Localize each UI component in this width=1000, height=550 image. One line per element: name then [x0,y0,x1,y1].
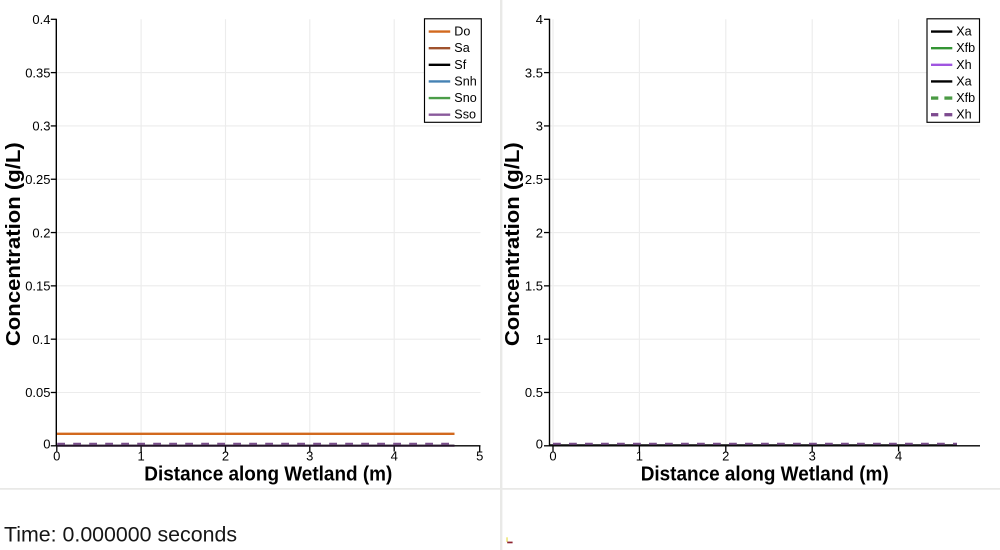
svg-text:Xh: Xh [956,108,971,122]
svg-text:4: 4 [895,449,902,464]
svg-text:3: 3 [809,449,816,464]
svg-text:Sf: Sf [454,58,466,72]
svg-text:Xa: Xa [956,74,971,88]
svg-text:1: 1 [636,449,643,464]
svg-text:Sa: Sa [454,41,469,55]
svg-text:2.5: 2.5 [525,172,543,187]
svg-text:2: 2 [722,449,729,464]
svg-text:5: 5 [476,449,483,464]
svg-text:2: 2 [536,225,543,240]
svg-text:Concentration (g/L): Concentration (g/L) [501,142,524,346]
svg-text:Concentration (g/L): Concentration (g/L) [2,142,25,346]
svg-text:Time: 0.000000 seconds: Time: 0.000000 seconds [4,523,237,547]
svg-text:4: 4 [391,449,398,464]
svg-text:0.2: 0.2 [32,225,50,240]
svg-text:1.5: 1.5 [525,279,543,294]
svg-text:Sso: Sso [454,108,476,122]
svg-text:3.5: 3.5 [525,65,543,80]
svg-text:0.35: 0.35 [25,65,50,80]
svg-text:0: 0 [43,437,50,452]
svg-text:Xfb: Xfb [956,41,975,55]
svg-text:Distance along Wetland (m): Distance along Wetland (m) [144,462,392,485]
svg-text:Xfb: Xfb [956,91,975,105]
svg-text:0.4: 0.4 [32,12,50,27]
svg-text:Sno: Sno [454,91,476,105]
svg-text:1: 1 [536,332,543,347]
svg-text:0.1: 0.1 [32,332,50,347]
svg-text:0.15: 0.15 [25,279,50,294]
svg-text:3: 3 [306,449,313,464]
svg-text:2: 2 [222,449,229,464]
svg-text:Xa: Xa [956,25,971,39]
svg-text:0.5: 0.5 [525,385,543,400]
svg-text:Distance along Wetland (m): Distance along Wetland (m) [641,462,889,485]
svg-text:0.25: 0.25 [25,172,50,187]
svg-text:0.3: 0.3 [32,119,50,134]
svg-text:0: 0 [536,437,543,452]
svg-text:Snh: Snh [454,74,476,88]
svg-text:0.05: 0.05 [25,385,50,400]
svg-text:3: 3 [536,119,543,134]
svg-text:Xh: Xh [956,58,971,72]
svg-text:Do: Do [454,25,470,39]
svg-text:4: 4 [536,12,543,27]
svg-text:1: 1 [137,449,144,464]
svg-text:0: 0 [53,449,60,464]
svg-text:0: 0 [549,449,556,464]
